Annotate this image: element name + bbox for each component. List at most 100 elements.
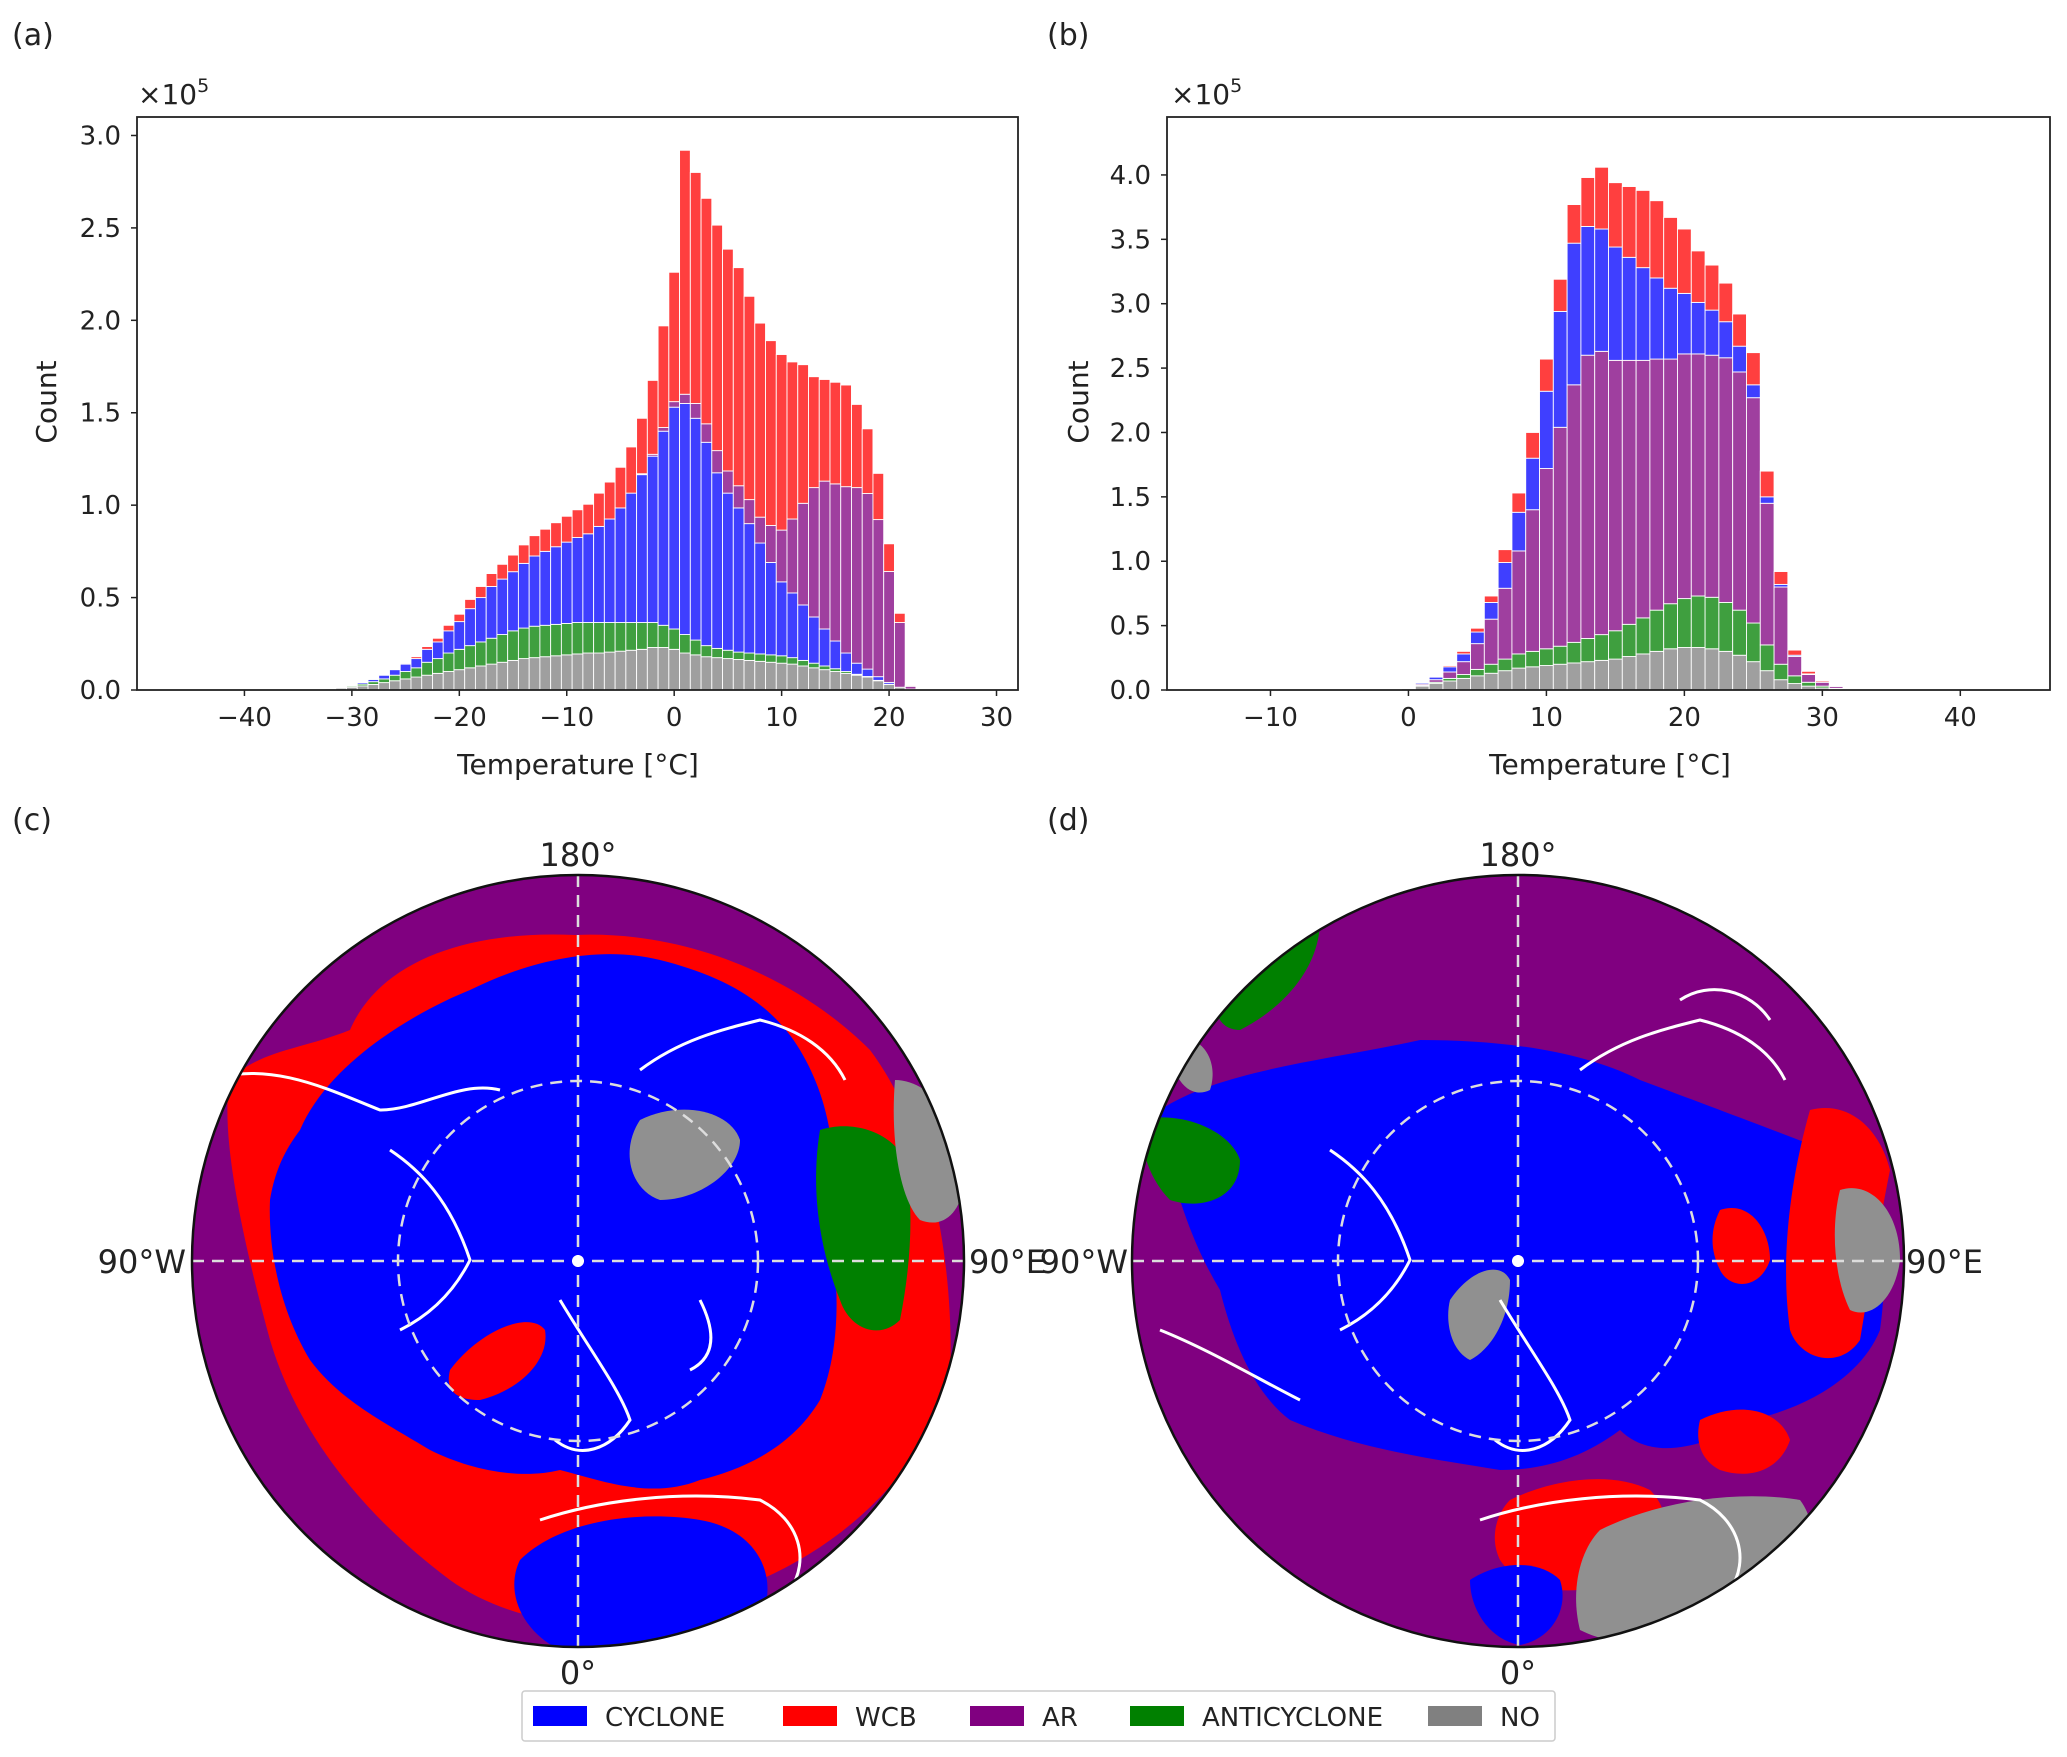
bar-no [872, 680, 885, 691]
panel-label-c: (c) [12, 803, 52, 838]
bar-anticyclone [1773, 663, 1789, 681]
bar-cyclone [1594, 228, 1609, 352]
bar-anticyclone [464, 645, 476, 669]
x-tick-label: −10 [539, 703, 594, 733]
x-tick-label: −30 [324, 703, 379, 733]
bar-cyclone [421, 648, 433, 663]
histogram-b: ×105 Count Temperature [°C] −10 0 10 20 30 40… [1062, 75, 2051, 781]
bar-wcb [1608, 182, 1623, 248]
region-cyclone [1160, 1040, 1884, 1470]
y-tick-label: 3.0 [80, 121, 121, 151]
bar-ar [1539, 468, 1554, 650]
bar-anticyclone [603, 622, 616, 653]
legend-label-wcb: WCB [855, 1703, 917, 1733]
panel-label-d: (d) [1047, 803, 1089, 838]
bar-anticyclone [1580, 638, 1596, 663]
bar-no [1566, 662, 1582, 691]
bar-wcb [1428, 676, 1444, 678]
bar-wcb [1470, 627, 1485, 633]
bar-wcb [1580, 177, 1596, 227]
legend-swatch-cyclone [533, 1706, 587, 1726]
bar-wcb [743, 295, 756, 501]
bar-anticyclone [1483, 663, 1499, 674]
bar-anticyclone [775, 655, 788, 664]
bar-ar [818, 480, 831, 630]
legend: CYCLONE WCB AR ANTICYCLONE NO [521, 1690, 1556, 1742]
region-cyclone [1470, 1565, 1563, 1645]
x-tick-label: 30 [980, 703, 1013, 733]
bar-cyclone [797, 604, 809, 661]
bar-ar [722, 470, 734, 494]
bar-cyclone [582, 533, 595, 623]
bar-no [1718, 650, 1734, 691]
bar-cyclone [861, 668, 874, 677]
bar-ar [668, 401, 681, 408]
bar-wcb [1594, 166, 1609, 230]
bar-cyclone [399, 663, 412, 672]
bar-no [1746, 661, 1761, 691]
bar-anticyclone [550, 623, 562, 657]
bar-wcb [614, 466, 627, 509]
bar-no [818, 669, 831, 691]
bar-anticyclone [818, 665, 831, 671]
bar-ar [1594, 350, 1609, 636]
bar-anticyclone [1704, 596, 1720, 650]
bar-ar [1759, 502, 1775, 646]
bar-cyclone [711, 472, 723, 649]
y-axis-label-b: Count [1062, 360, 1095, 443]
bar-wcb [432, 637, 444, 643]
bar-no [1608, 658, 1623, 691]
bar-anticyclone [593, 622, 605, 654]
bar-ar [1566, 384, 1582, 643]
bar-no [507, 659, 519, 691]
bar-anticyclone [560, 623, 573, 656]
bar-wcb [765, 340, 777, 526]
bar-cyclone [689, 417, 702, 641]
bar-no [668, 648, 681, 691]
bar-anticyclone [1497, 658, 1513, 672]
bar-ar [1690, 353, 1706, 597]
legend-swatch-no [1428, 1706, 1482, 1726]
bar-anticyclone [1511, 653, 1527, 669]
y-tick-label: 0.5 [80, 584, 121, 614]
bar-anticyclone [1552, 645, 1568, 665]
bar-wcb [893, 612, 906, 623]
bar-cyclone [1718, 321, 1734, 359]
bar-anticyclone [657, 624, 670, 648]
y-tick-label: 1.5 [1110, 483, 1151, 513]
bar-ar [1552, 426, 1568, 647]
lon-label-right: 90°E [1906, 1243, 1983, 1281]
bar-wcb [818, 379, 831, 482]
bar-anticyclone [582, 622, 595, 654]
region-no [1834, 1188, 1900, 1313]
bar-cyclone [851, 662, 863, 675]
bar-anticyclone [410, 667, 423, 678]
y-tick-label: 1.0 [1110, 547, 1151, 577]
bar-no [603, 651, 616, 691]
bar-wcb [786, 361, 799, 520]
bar-anticyclone [507, 630, 519, 661]
bar-anticyclone [1718, 601, 1734, 652]
bar-no [571, 653, 584, 691]
bar-no [593, 652, 605, 691]
bar-no [378, 682, 390, 691]
bar-cyclone [657, 430, 670, 626]
lon-label-bottom: 0° [1500, 1654, 1536, 1692]
bar-wcb [1677, 228, 1692, 294]
bar-anticyclone [1608, 630, 1623, 660]
bar-cyclone [1442, 666, 1458, 673]
bar-ar [829, 483, 842, 642]
bar-ar [1815, 681, 1830, 687]
bar-no [1759, 670, 1775, 691]
bar-anticyclone [1677, 598, 1692, 648]
map-border [1130, 873, 1906, 1649]
bar-cyclone [636, 474, 648, 623]
bar-no [453, 669, 466, 691]
bar-cyclone [1608, 246, 1623, 361]
bar-wcb [861, 428, 874, 494]
bar-cyclone [1649, 277, 1665, 360]
bar-no [1773, 679, 1789, 691]
bar-wcb [1718, 282, 1734, 323]
x-tick-label: 40 [1944, 703, 1977, 733]
bar-no [1428, 683, 1444, 691]
